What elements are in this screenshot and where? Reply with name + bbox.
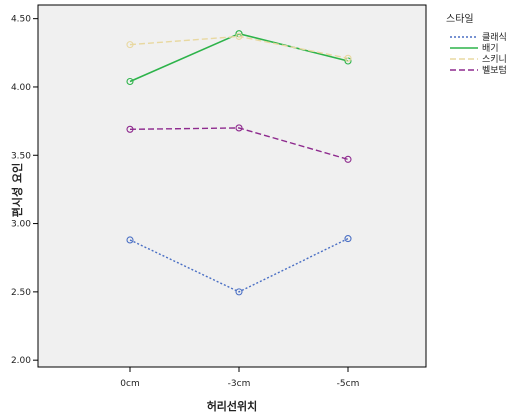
x-tick-label: 0cm (120, 379, 139, 389)
x-axis-title: 허리선위치 (207, 399, 258, 413)
y-tick-label: 4.00 (11, 83, 31, 93)
legend-label: 스키니 (482, 54, 507, 65)
y-axis-title: 편시성 요인 (10, 163, 24, 217)
y-tick-label: 4.50 (11, 15, 31, 25)
x-tick-label: -5cm (337, 379, 360, 389)
y-tick-label: 3.00 (11, 220, 31, 230)
legend-label: 클래식 (482, 32, 507, 43)
x-tick-label: -3cm (228, 379, 251, 389)
plot-area (38, 5, 426, 367)
y-tick-label: 2.00 (11, 356, 31, 366)
y-tick-label: 3.50 (11, 151, 31, 161)
legend-title: 스타일 (446, 13, 474, 25)
y-tick-label: 2.50 (11, 288, 31, 298)
legend-label: 배기 (482, 43, 499, 54)
legend-label: 벨보텀 (482, 64, 507, 76)
x-axis: 0cm -3cm -5cm (120, 367, 359, 389)
